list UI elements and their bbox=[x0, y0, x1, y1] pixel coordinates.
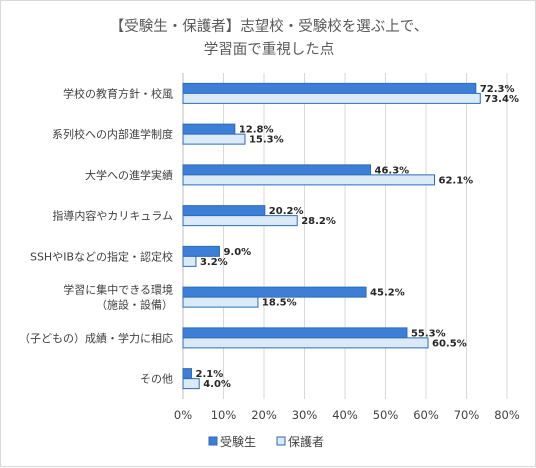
data-label: 72.3% bbox=[480, 84, 515, 95]
bar-guardian bbox=[182, 378, 200, 390]
data-label: 73.4% bbox=[484, 94, 519, 105]
data-label: 18.5% bbox=[262, 298, 297, 309]
data-label: 28.2% bbox=[301, 216, 336, 227]
category-label: （施設・設備） bbox=[96, 298, 173, 312]
x-tick-label: 50% bbox=[373, 408, 399, 422]
bar-examinee bbox=[182, 164, 372, 176]
category-label: その他 bbox=[140, 373, 173, 386]
bar-examinee bbox=[182, 205, 266, 217]
x-tick-label: 80% bbox=[494, 408, 520, 422]
legend-label: 受験生 bbox=[220, 434, 256, 449]
data-label: 20.2% bbox=[269, 206, 304, 217]
x-tick-label: 30% bbox=[292, 408, 318, 422]
bar-examinee bbox=[182, 82, 477, 94]
data-label: 55.3% bbox=[411, 328, 446, 339]
value-labels: 72.3%73.4% 12.8%15.3% 46.3% 62.1% 20.2%28.2%… bbox=[196, 84, 519, 390]
legend-swatch bbox=[208, 436, 218, 446]
chart-subtitle: 学習面で重視した点 bbox=[203, 42, 335, 58]
data-label: 12.8% bbox=[239, 125, 274, 136]
x-tick-label: 20% bbox=[251, 408, 277, 422]
data-label: 3.2% bbox=[200, 257, 228, 268]
data-label: 2.1% bbox=[196, 369, 224, 380]
category-label: 指導内容やカリキュラム bbox=[52, 209, 173, 223]
category-label: 学習に集中できる環境 bbox=[63, 283, 173, 297]
data-label: 62.1% bbox=[439, 175, 474, 186]
chart-title: 【受験生・保護者】志望校・受験校を選ぶ上で、 bbox=[109, 19, 429, 35]
data-label: 46.3% bbox=[375, 165, 410, 176]
category-label: （子どもの）成績・学力に相応 bbox=[19, 331, 173, 345]
bar-examinee bbox=[182, 327, 408, 339]
category-label: 大学への進学実績 bbox=[85, 168, 173, 182]
bars bbox=[182, 82, 481, 390]
bar-examinee bbox=[182, 368, 193, 380]
x-tick-labels: 0% 10% 20% 30% 40% 50% 60% 70% 80% bbox=[174, 408, 520, 422]
category-label: 系列校への内部進学制度 bbox=[52, 127, 173, 141]
legend-label: 保護者 bbox=[288, 434, 324, 449]
data-label: 45.2% bbox=[370, 288, 405, 299]
bar-examinee bbox=[182, 245, 220, 257]
bar-guardian bbox=[182, 255, 197, 267]
data-label: 9.0% bbox=[223, 247, 251, 258]
data-label: 60.5% bbox=[432, 338, 467, 349]
legend-swatch bbox=[276, 436, 286, 446]
x-tick-label: 60% bbox=[413, 408, 439, 422]
data-label: 4.0% bbox=[203, 379, 231, 390]
bar-guardian bbox=[182, 92, 481, 104]
legend: 受験生 保護者 bbox=[208, 434, 324, 449]
bar-examinee bbox=[182, 123, 236, 135]
category-label: SSHやIBなどの指定・認定校 bbox=[30, 249, 173, 263]
bar-guardian bbox=[182, 215, 298, 227]
bar-guardian bbox=[182, 296, 259, 308]
bar-guardian bbox=[182, 174, 436, 186]
x-tick-label: 0% bbox=[174, 408, 192, 422]
x-tick-label: 70% bbox=[454, 408, 480, 422]
bar-guardian bbox=[182, 133, 246, 145]
data-label: 15.3% bbox=[249, 135, 284, 146]
category-label: 学校の教育方針・校風 bbox=[63, 86, 173, 100]
bar-guardian bbox=[182, 337, 429, 349]
category-labels: 学校の教育方針・校風系列校への内部進学制度大学への進学実績指導内容やカリキュラム… bbox=[19, 86, 173, 385]
bar-examinee bbox=[182, 286, 367, 298]
x-tick-label: 10% bbox=[211, 408, 237, 422]
x-tick-label: 40% bbox=[332, 408, 358, 422]
gridlines bbox=[182, 73, 508, 399]
